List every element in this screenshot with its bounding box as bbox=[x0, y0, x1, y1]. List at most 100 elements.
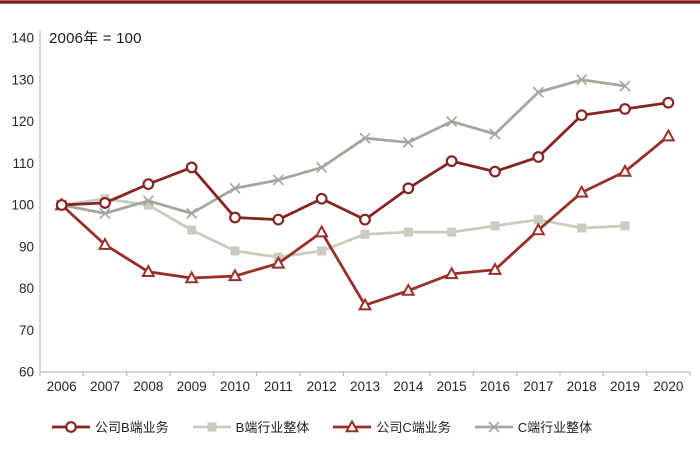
x-marker-icon bbox=[532, 86, 544, 98]
legend-item-industry-c: C端行业整体 bbox=[474, 417, 593, 436]
triangle-marker-icon bbox=[97, 236, 113, 250]
x-marker-icon bbox=[488, 420, 500, 433]
y-axis-tick-label: 120 bbox=[11, 114, 34, 129]
legend-item-industry-b: B端行业整体 bbox=[192, 417, 310, 436]
triangle-marker-icon bbox=[531, 222, 546, 236]
circle-marker-icon bbox=[575, 109, 588, 122]
square-marker-icon bbox=[620, 221, 630, 231]
triangle-marker-icon bbox=[271, 255, 286, 269]
legend-item-company-b: 公司B端业务 bbox=[52, 417, 169, 436]
x-marker-icon bbox=[316, 161, 328, 174]
square-marker-icon bbox=[490, 221, 500, 231]
legend-label: B端行业整体 bbox=[235, 420, 310, 435]
legend-label: 公司B端业务 bbox=[95, 420, 169, 435]
square-marker-icon bbox=[447, 227, 457, 237]
x-axis-tick-label: 2008 bbox=[133, 379, 163, 394]
triangle-marker-icon bbox=[345, 419, 360, 432]
legend-swatch-x-icon bbox=[474, 420, 513, 433]
circle-marker-icon bbox=[185, 161, 198, 174]
square-marker-icon bbox=[533, 215, 543, 225]
chart-legend: 公司B端业务 B端行业整体 公司C端业务 C端行业整体 bbox=[52, 417, 592, 436]
x-axis-tick-label: 2015 bbox=[437, 379, 467, 394]
triangle-marker-icon bbox=[444, 266, 459, 280]
x-axis-tick-label: 2006 bbox=[47, 379, 77, 394]
series-company-b bbox=[55, 96, 675, 226]
accent-topbar bbox=[0, 0, 700, 4]
triangle-marker-icon bbox=[314, 224, 329, 238]
triangle-marker-icon bbox=[227, 268, 243, 282]
y-axis-tick-label: 110 bbox=[12, 156, 34, 171]
x-marker-icon bbox=[359, 132, 371, 144]
x-axis-tick-label: 2014 bbox=[393, 379, 424, 394]
circle-marker-icon bbox=[315, 192, 328, 205]
series-industry-b bbox=[57, 194, 630, 262]
x-marker-icon bbox=[446, 115, 458, 128]
legend-swatch-circle-icon bbox=[52, 420, 90, 433]
series-industry-c bbox=[56, 74, 631, 219]
legend-label: 公司C端业务 bbox=[376, 420, 451, 435]
circle-marker-icon bbox=[619, 103, 631, 115]
circle-marker-icon bbox=[662, 96, 675, 109]
x-axis-tick-label: 2007 bbox=[90, 379, 120, 394]
x-axis-tick-label: 2010 bbox=[220, 379, 250, 394]
x-marker-icon bbox=[186, 207, 198, 219]
circle-marker-icon bbox=[402, 182, 415, 195]
y-axis-tick-label: 80 bbox=[19, 281, 34, 296]
triangle-marker-icon bbox=[617, 163, 633, 177]
circle-marker-icon bbox=[55, 199, 68, 211]
x-axis-tick-label: 2018 bbox=[567, 379, 597, 394]
series-line-industry-c bbox=[61, 78, 626, 215]
circle-marker-icon bbox=[272, 213, 285, 226]
legend-item-company-c: 公司C端业务 bbox=[333, 417, 451, 436]
x-axis-tick-label: 2020 bbox=[653, 379, 683, 394]
x-axis-tick-label: 2011 bbox=[264, 379, 293, 394]
circle-marker-icon bbox=[99, 197, 111, 209]
x-marker-icon bbox=[489, 128, 501, 140]
index-base-note: 2006年 = 100 bbox=[49, 30, 142, 47]
x-axis-tick-label: 2009 bbox=[177, 379, 207, 394]
x-axis-tick-label: 2019 bbox=[610, 379, 640, 394]
x-marker-icon bbox=[272, 174, 284, 186]
x-axis-tick-label: 2017 bbox=[523, 379, 553, 394]
y-axis-tick-label: 130 bbox=[11, 72, 34, 87]
triangle-marker-icon bbox=[574, 184, 589, 198]
x-marker-icon bbox=[142, 195, 154, 207]
y-axis-tick-label: 140 bbox=[11, 31, 34, 46]
x-axis-tick-label: 2012 bbox=[307, 379, 337, 394]
triangle-marker-icon bbox=[141, 264, 156, 277]
square-marker-icon bbox=[317, 246, 327, 256]
square-marker-icon bbox=[577, 223, 587, 233]
circle-marker-icon bbox=[489, 165, 501, 178]
y-axis-tick-label: 90 bbox=[19, 239, 34, 254]
circle-marker-icon bbox=[359, 213, 371, 226]
x-marker-icon bbox=[576, 74, 588, 86]
circle-marker-icon bbox=[142, 178, 155, 191]
square-marker-icon bbox=[360, 229, 370, 239]
triangle-marker-icon bbox=[401, 282, 416, 296]
x-marker-icon bbox=[619, 80, 631, 92]
circle-marker-icon bbox=[445, 155, 458, 168]
square-marker-icon bbox=[207, 422, 217, 431]
x-marker-icon bbox=[229, 182, 241, 194]
triangle-marker-icon bbox=[487, 262, 503, 275]
legend-swatch-triangle-icon bbox=[333, 419, 372, 432]
x-marker-icon bbox=[402, 136, 414, 148]
legend-label: C端行业整体 bbox=[517, 420, 593, 435]
x-marker-icon bbox=[99, 207, 111, 219]
circle-marker-icon bbox=[532, 151, 545, 163]
square-marker-icon bbox=[143, 200, 153, 210]
y-axis-tick-label: 100 bbox=[11, 198, 34, 213]
square-marker-icon bbox=[403, 227, 413, 237]
y-axis-tick-label: 60 bbox=[19, 365, 34, 380]
line-chart-canvas: 60 70 80 90 100 110 120 130 140 2006 2007 2008 2009 2… bbox=[11, 30, 691, 394]
triangle-marker-icon bbox=[357, 297, 373, 311]
y-axis-tick-label: 70 bbox=[19, 323, 34, 338]
triangle-marker-icon bbox=[661, 128, 676, 142]
circle-marker-icon bbox=[65, 420, 77, 433]
triangle-marker-icon bbox=[184, 270, 199, 284]
x-axis-tick-label: 2016 bbox=[480, 379, 510, 394]
square-marker-icon bbox=[230, 246, 240, 256]
series-line-industry-b bbox=[61, 197, 626, 259]
square-marker-icon bbox=[187, 225, 197, 235]
